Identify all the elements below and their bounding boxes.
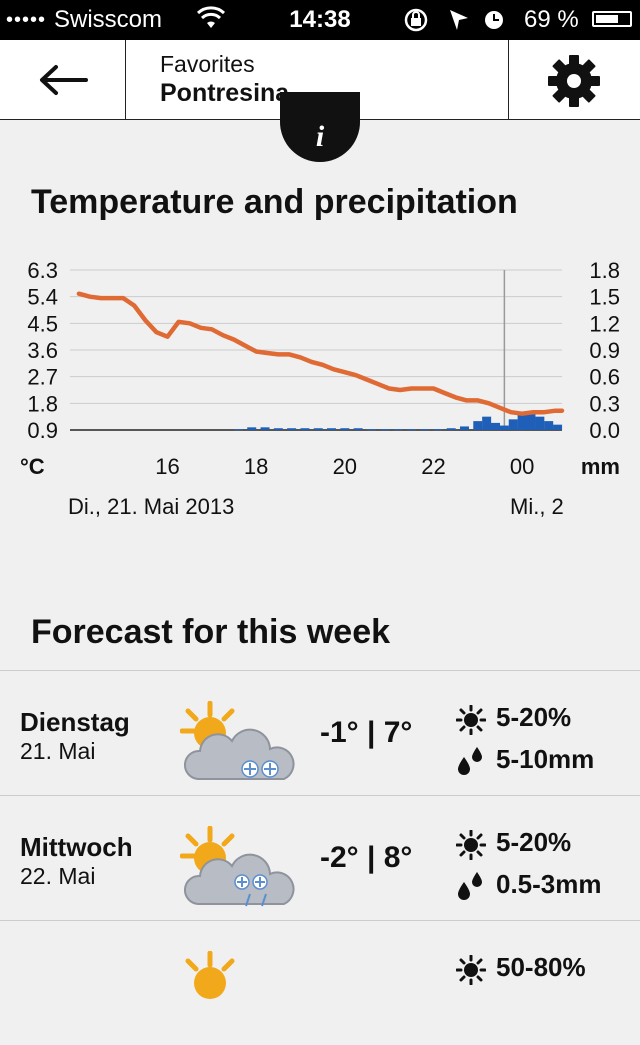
y-left-tick-label: 5.4 — [27, 285, 58, 310]
precipitation-bar — [380, 429, 390, 431]
rotation-lock-icon — [404, 8, 428, 32]
y-left-axis-label: °C — [20, 454, 45, 479]
info-button[interactable]: i — [280, 92, 360, 162]
status-icons — [404, 6, 514, 41]
x-tick-label: 18 — [244, 454, 268, 479]
y-right-tick-label: 1.8 — [589, 258, 620, 283]
y-right-axis-label: mm — [581, 454, 620, 479]
precipitation-bar — [247, 427, 257, 430]
forecast-precipitation: 5-10mm — [496, 744, 595, 774]
raindrops-icon — [458, 747, 482, 775]
precipitation-bar — [340, 428, 350, 430]
sun-cloud-snow-icon — [180, 701, 295, 780]
forecast-day: Dienstag — [20, 707, 130, 737]
precipitation-bar — [499, 425, 509, 430]
status-bar: ••••• Swisscom 14:38 69 % — [0, 0, 640, 40]
precipitation-bar — [544, 421, 554, 430]
sun-cloud-icon — [185, 951, 235, 999]
precipitation-bar — [327, 428, 337, 430]
wifi-icon — [196, 6, 226, 37]
forecast-title: Forecast for this week — [31, 613, 391, 651]
precipitation-bar — [482, 416, 492, 430]
precipitation-bar — [273, 428, 283, 430]
x-tick-label: 22 — [421, 454, 445, 479]
chart-svg: 6.3 1.8 5.4 1.5 4.5 1.2 3.6 0.9 2.7 0.6 1.8 0.3 0.9 0… — [20, 258, 620, 519]
alarm-icon — [485, 11, 503, 29]
precipitation-bar — [433, 429, 443, 431]
y-right-tick-label: 1.5 — [589, 285, 620, 310]
location-title: Pontresina — [160, 79, 290, 107]
x-tick-label: 00 — [510, 454, 534, 479]
precipitation-bar — [393, 429, 403, 431]
battery-icon — [592, 11, 632, 27]
chart-section-title: Temperature and precipitation — [31, 183, 518, 221]
precipitation-bar — [420, 429, 430, 431]
precipitation-bar — [491, 422, 501, 430]
forecast-row[interactable]: Dienstag 21. Mai -1° | 7° — [0, 670, 640, 795]
forecast-date: 22. Mai — [20, 863, 96, 889]
forecast-temp-range: -1° | 7° — [320, 716, 413, 749]
gear-icon — [548, 55, 600, 107]
precipitation-bar — [526, 412, 536, 430]
y-right-tick-label: 0.0 — [589, 418, 620, 443]
forecast-list: Dienstag 21. Mai -1° | 7° — [0, 670, 640, 1045]
precipitation-bar — [287, 428, 297, 430]
precipitation-bar — [313, 428, 323, 430]
forecast-sunshine: 50-80% — [496, 952, 586, 982]
x-tick-label: 20 — [333, 454, 357, 479]
temperature-precipitation-chart: 6.3 1.8 5.4 1.5 4.5 1.2 3.6 0.9 2.7 0.6 1.8 0.3 0.9 0… — [0, 250, 640, 530]
back-arrow-icon — [40, 65, 88, 95]
signal-strength: ••••• — [6, 9, 47, 31]
sun-icon — [456, 830, 486, 860]
battery-percent: 69 % — [524, 6, 579, 33]
carrier-name: Swisscom — [54, 6, 163, 33]
forecast-precipitation: 0.5-3mm — [496, 869, 602, 899]
forecast-day: Mittwoch — [20, 832, 133, 862]
precipitation-bar — [459, 426, 469, 430]
forecast-sunshine: 5-20% — [496, 827, 572, 857]
y-left-tick-label: 3.6 — [27, 338, 58, 363]
raindrops-icon — [458, 872, 482, 900]
precipitation-bar — [535, 416, 545, 430]
precipitation-bar — [446, 428, 456, 430]
y-left-tick-label: 4.5 — [27, 311, 58, 336]
y-left-tick-label: 2.7 — [27, 365, 58, 390]
back-button[interactable] — [0, 40, 126, 120]
precipitation-bar — [260, 427, 270, 430]
precipitation-bar — [366, 429, 376, 431]
precipitation-bar — [406, 429, 416, 431]
y-right-tick-label: 0.9 — [589, 338, 620, 363]
y-left-tick-label: 1.8 — [27, 391, 58, 416]
y-left-tick-label: 6.3 — [27, 258, 58, 283]
nav-subtitle: Favorites — [160, 51, 255, 77]
date-label: Mi., 2 — [510, 494, 564, 519]
forecast-sunshine: 5-20% — [496, 702, 572, 732]
forecast-temp-range: -2° | 8° — [320, 841, 413, 874]
y-right-tick-label: 0.6 — [589, 365, 620, 390]
forecast-date: 21. Mai — [20, 738, 96, 764]
y-left-tick-label: 0.9 — [27, 418, 58, 443]
location-icon — [450, 10, 468, 30]
date-label: Di., 21. Mai 2013 — [68, 494, 234, 519]
y-right-tick-label: 1.2 — [589, 311, 620, 336]
x-tick-label: 16 — [155, 454, 179, 479]
temperature-line — [76, 291, 565, 416]
precipitation-bar — [300, 428, 310, 430]
precipitation-bar — [473, 421, 483, 430]
precipitation-bar — [553, 424, 563, 430]
precipitation-bar — [517, 414, 527, 430]
sun-cloud-snow-rain-icon — [180, 826, 295, 907]
settings-button[interactable] — [508, 40, 640, 120]
y-right-tick-label: 0.3 — [589, 391, 620, 416]
forecast-row[interactable]: 50-80% — [0, 920, 640, 1045]
precipitation-bar — [353, 428, 363, 430]
sun-icon — [456, 705, 486, 735]
status-time: 14:38 — [289, 6, 351, 33]
nav-title: Favorites Pontresina — [160, 50, 289, 108]
precipitation-bar — [508, 419, 518, 430]
precipitation-bar — [233, 429, 243, 431]
forecast-row[interactable]: Mittwoch 22. Mai -2° | 8° — [0, 795, 640, 920]
